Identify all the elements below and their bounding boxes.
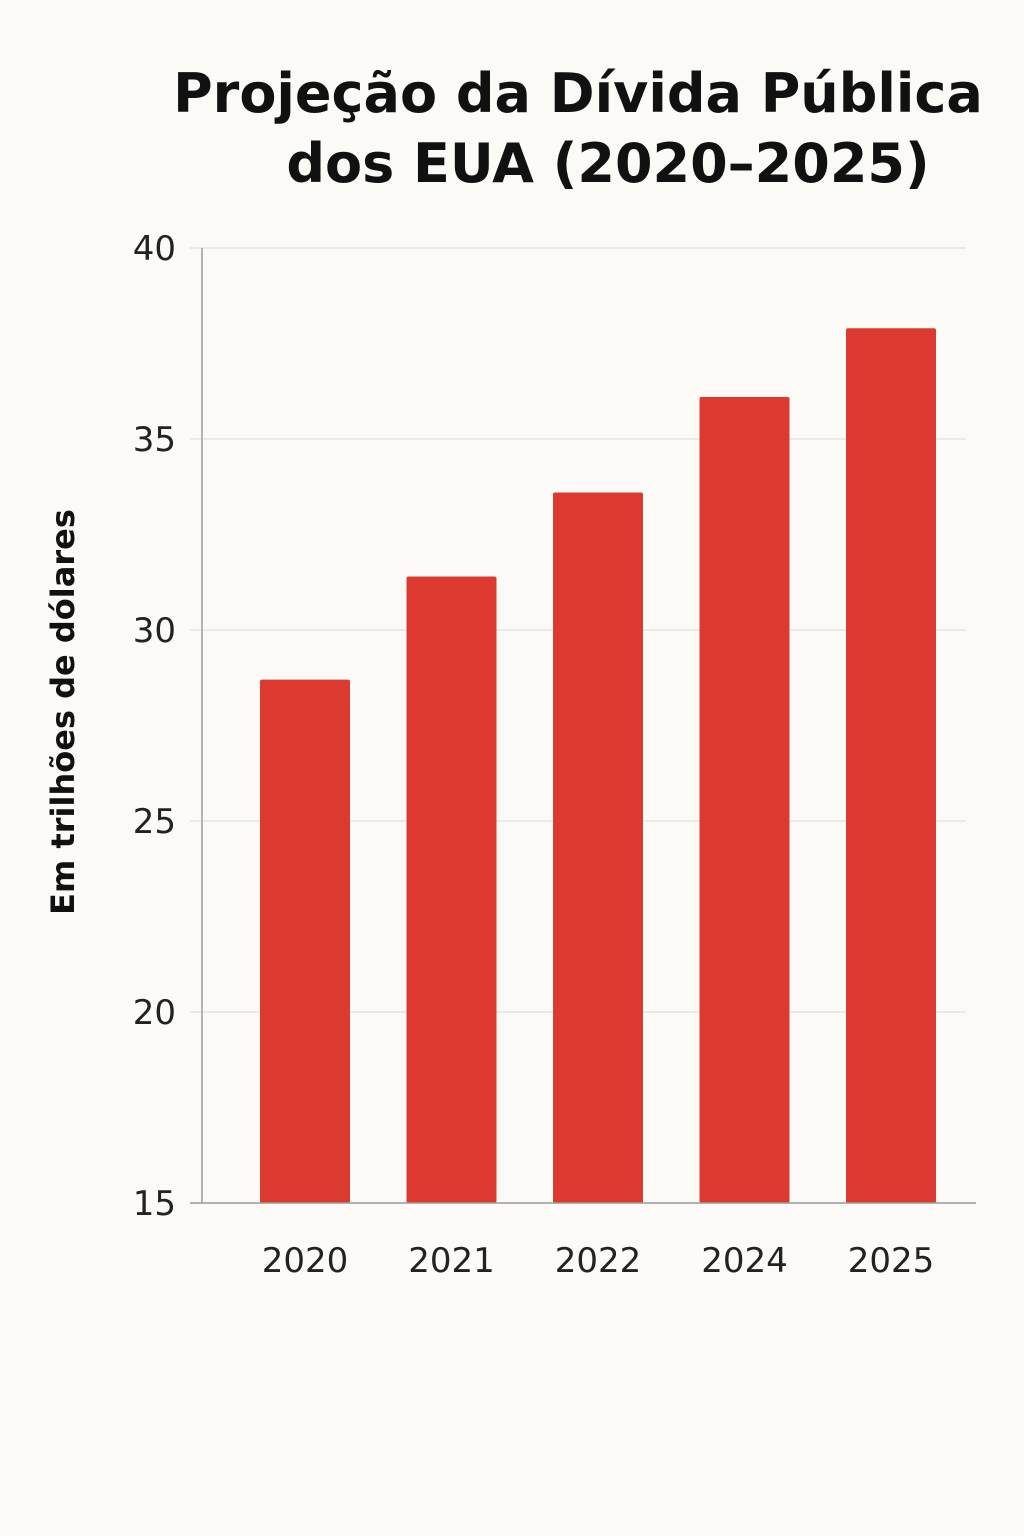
bar-2024 — [699, 396, 790, 1204]
y-tick-label-40: 40 — [133, 229, 176, 269]
bar-2020 — [260, 679, 350, 1203]
x-tick-label-2024: 2024 — [701, 1241, 788, 1281]
y-tick-label-25: 25 — [133, 802, 176, 842]
bar-2021 — [406, 576, 497, 1203]
y-tick-labels: 15 20 25 30 35 40 — [133, 229, 176, 1224]
y-tick-label-30: 30 — [133, 611, 176, 651]
bar-2025 — [846, 328, 936, 1204]
y-tick-label-15: 15 — [133, 1184, 176, 1224]
x-tick-labels: 2020 2021 2022 2024 2025 — [262, 1241, 935, 1281]
chart-title-line-2: dos EUA (2020–2025) — [286, 132, 929, 195]
x-tick-label-2022: 2022 — [555, 1241, 642, 1281]
chart-title-line-1: Projeção da Dívida Pública — [173, 62, 983, 125]
bar-2022 — [553, 492, 643, 1204]
x-tick-label-2021: 2021 — [408, 1241, 495, 1281]
x-tick-label-2020: 2020 — [262, 1241, 349, 1281]
x-tick-label-2025: 2025 — [848, 1241, 935, 1281]
y-tick-label-20: 20 — [133, 993, 176, 1033]
y-tick-label-35: 35 — [133, 420, 176, 460]
y-axis-label: Em trilhões de dólares — [44, 509, 82, 915]
bars — [260, 328, 936, 1204]
